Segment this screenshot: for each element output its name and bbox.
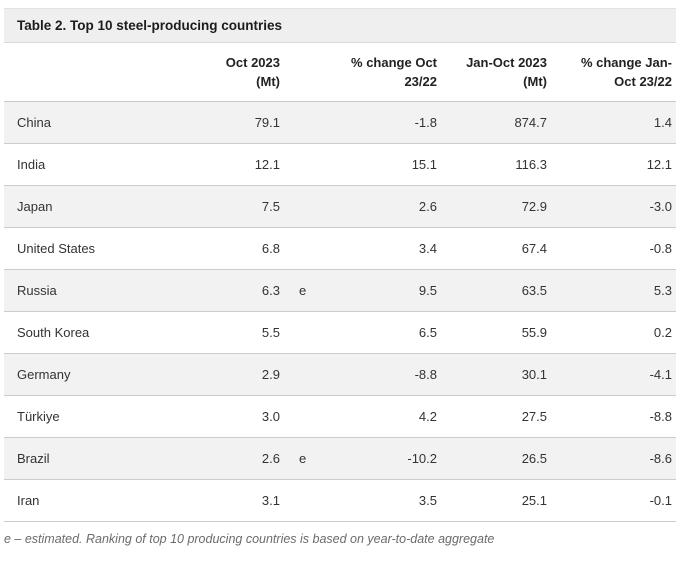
column-header-pct-change-oct: % change Oct 23/22 [351, 55, 437, 89]
country-cell: India [17, 157, 46, 172]
pct-change-jan-oct-cell: 0.2 [653, 325, 672, 340]
oct-mt-cell: 6.3 [261, 283, 280, 298]
jan-oct-mt-cell: 25.1 [521, 493, 547, 508]
table-title: Table 2. Top 10 steel-producing countrie… [17, 18, 283, 33]
oct-mt-cell: 12.1 [254, 157, 280, 172]
oct-mt-cell: 7.5 [261, 199, 280, 214]
country-cell: Germany [17, 367, 71, 382]
pct-change-oct-cell: -10.2 [407, 451, 437, 466]
oct-mt-cell: 79.1 [254, 115, 280, 130]
column-header-pct-change-jan-oct: % change Jan- Oct 23/22 [580, 55, 672, 89]
country-cell: China [17, 115, 51, 130]
country-cell: Brazil [17, 451, 50, 466]
pct-change-jan-oct-cell: 5.3 [653, 283, 672, 298]
column-header-oct-2023-mt: Oct 2023 (Mt) [225, 55, 280, 89]
footnote: e – estimated. Ranking of top 10 produci… [4, 532, 495, 546]
steel-production-table: Oct 2023 (Mt) % change Oct 23/22 Jan-Oct… [4, 43, 676, 522]
table-row-russia: Russia 6.3 e 9.5 63.5 5.3 [4, 270, 676, 312]
jan-oct-mt-cell: 116.3 [515, 157, 547, 172]
pct-change-oct-cell: -1.8 [414, 115, 437, 130]
jan-oct-mt-cell: 27.5 [521, 409, 547, 424]
pct-change-jan-oct-cell: 1.4 [653, 115, 672, 130]
jan-oct-mt-cell: 67.4 [521, 241, 547, 256]
pct-change-jan-oct-cell: -0.1 [649, 493, 672, 508]
pct-change-oct-cell: 2.6 [418, 199, 437, 214]
table-row-india: India 12.1 15.1 116.3 12.1 [4, 144, 676, 186]
oct-mt-cell: 2.9 [261, 367, 280, 382]
pct-change-oct-cell: 3.5 [418, 493, 437, 508]
table-row-south-korea: South Korea 5.5 6.5 55.9 0.2 [4, 312, 676, 354]
pct-change-jan-oct-cell: -8.6 [649, 451, 672, 466]
jan-oct-mt-cell: 30.1 [521, 367, 547, 382]
country-cell: Japan [17, 199, 53, 214]
pct-change-oct-cell: 4.2 [418, 409, 437, 424]
country-cell: United States [17, 241, 96, 256]
table-row-china: China 79.1 -1.8 874.7 1.4 [4, 102, 676, 144]
jan-oct-mt-cell: 874.7 [514, 115, 547, 130]
table-row-turkiye: Türkiye 3.0 4.2 27.5 -8.8 [4, 396, 676, 438]
table-row-germany: Germany 2.9 -8.8 30.1 -4.1 [4, 354, 676, 396]
pct-change-oct-cell: 9.5 [418, 283, 437, 298]
pct-change-jan-oct-cell: -3.0 [649, 199, 672, 214]
jan-oct-mt-cell: 55.9 [521, 325, 547, 340]
pct-change-jan-oct-cell: -8.8 [649, 409, 672, 424]
pct-change-oct-cell: 3.4 [418, 241, 437, 256]
pct-change-jan-oct-cell: 12.1 [646, 157, 672, 172]
oct-mt-cell: 6.8 [261, 241, 280, 256]
pct-change-jan-oct-cell: -0.8 [649, 241, 672, 256]
jan-oct-mt-cell: 72.9 [521, 199, 547, 214]
report-page: Table 2. Top 10 steel-producing countrie… [4, 8, 676, 548]
table-row-brazil: Brazil 2.6 e -10.2 26.5 -8.6 [4, 438, 676, 480]
table-row-iran: Iran 3.1 3.5 25.1 -0.1 [4, 480, 676, 522]
pct-change-oct-cell: 15.1 [411, 157, 437, 172]
country-cell: Iran [17, 493, 40, 508]
country-cell: South Korea [17, 325, 90, 340]
table-body: China 79.1 -1.8 874.7 1.4 India 12.1 15.… [4, 102, 676, 522]
estimate-marker: e [299, 283, 307, 298]
oct-mt-cell: 3.1 [261, 493, 280, 508]
country-cell: Russia [17, 283, 57, 298]
column-header-jan-oct-2023-mt: Jan-Oct 2023 (Mt) [466, 55, 547, 89]
jan-oct-mt-cell: 26.5 [521, 451, 547, 466]
pct-change-jan-oct-cell: -4.1 [649, 367, 672, 382]
pct-change-oct-cell: 6.5 [418, 325, 437, 340]
table-row-japan: Japan 7.5 2.6 72.9 -3.0 [4, 186, 676, 228]
jan-oct-mt-cell: 63.5 [521, 283, 547, 298]
table-header-row: Oct 2023 (Mt) % change Oct 23/22 Jan-Oct… [4, 43, 676, 102]
table-row-united-states: United States 6.8 3.4 67.4 -0.8 [4, 228, 676, 270]
estimate-marker: e [299, 451, 307, 466]
oct-mt-cell: 2.6 [261, 451, 280, 466]
table-title-bar: Table 2. Top 10 steel-producing countrie… [4, 8, 676, 43]
country-cell: Türkiye [17, 409, 60, 424]
oct-mt-cell: 5.5 [261, 325, 280, 340]
oct-mt-cell: 3.0 [261, 409, 280, 424]
pct-change-oct-cell: -8.8 [414, 367, 437, 382]
